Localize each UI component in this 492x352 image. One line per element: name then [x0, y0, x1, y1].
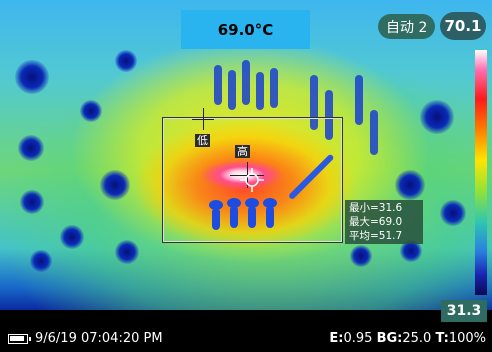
ic-pin — [355, 75, 363, 125]
chip-pin — [245, 198, 259, 228]
background-value: 25.0 — [402, 331, 432, 346]
chip-pin — [227, 198, 241, 228]
pcb-hole — [420, 100, 454, 134]
roi-avg-value: 平均=51.7 — [349, 230, 403, 242]
ic-pin — [228, 70, 236, 110]
pcb-hole — [115, 240, 139, 264]
background-label: BG: — [376, 331, 403, 346]
pcb-hole — [60, 225, 84, 249]
mode-pill[interactable]: 自动 2 — [378, 14, 436, 39]
pcb-hole — [30, 250, 52, 272]
pcb-hole — [20, 190, 44, 214]
status-bar: 9/6/19 07:04:20 PM E:0.95 BG:25.0 T:100% — [0, 326, 492, 352]
measurement-params: E:0.95 BG:25.0 T:100% — [329, 331, 486, 346]
pcb-hole — [350, 245, 372, 267]
pcb-hole — [115, 50, 137, 72]
emissivity-label: E: — [329, 331, 344, 346]
spot-temperature-readout: 69.0°C — [181, 10, 310, 49]
pcb-hole — [15, 60, 49, 94]
chip-pin — [209, 200, 223, 230]
low-temp-marker-label: 低 — [195, 134, 210, 147]
roi-stats-panel: 最小=31.6 最大=69.0 平均=51.7 — [345, 200, 423, 244]
ic-pin — [325, 90, 333, 140]
roi-max-value: 最大=69.0 — [349, 216, 403, 228]
scale-min-value: 31.3 — [441, 300, 487, 322]
emissivity-value: 0.95 — [343, 331, 373, 346]
high-temp-marker-label: 高 — [235, 145, 250, 158]
ic-pin — [256, 72, 264, 110]
spot-target-icon — [240, 168, 264, 192]
transmission-label: T: — [435, 331, 449, 346]
ic-pin — [214, 65, 222, 105]
ic-pin — [310, 75, 318, 130]
chip-pin — [263, 198, 277, 228]
low-temp-crosshair — [192, 108, 214, 130]
scale-max-value: 70.1 — [440, 12, 486, 40]
roi-min-value: 最小=31.6 — [349, 202, 403, 214]
pcb-hole — [18, 135, 44, 161]
transmission-value: 100% — [448, 331, 486, 346]
pcb-hole — [395, 170, 425, 200]
pcb-hole — [400, 240, 422, 262]
roi-box[interactable] — [162, 117, 343, 243]
pcb-hole — [440, 200, 466, 226]
ic-pin — [270, 68, 278, 108]
pcb-hole — [80, 100, 102, 122]
ic-pin — [242, 60, 250, 105]
battery-icon — [8, 334, 31, 344]
pcb-hole — [100, 170, 130, 200]
color-scale-bar — [475, 50, 487, 295]
datetime-readout: 9/6/19 07:04:20 PM — [35, 331, 163, 346]
thermal-image — [0, 0, 492, 310]
ic-pin — [370, 110, 378, 155]
